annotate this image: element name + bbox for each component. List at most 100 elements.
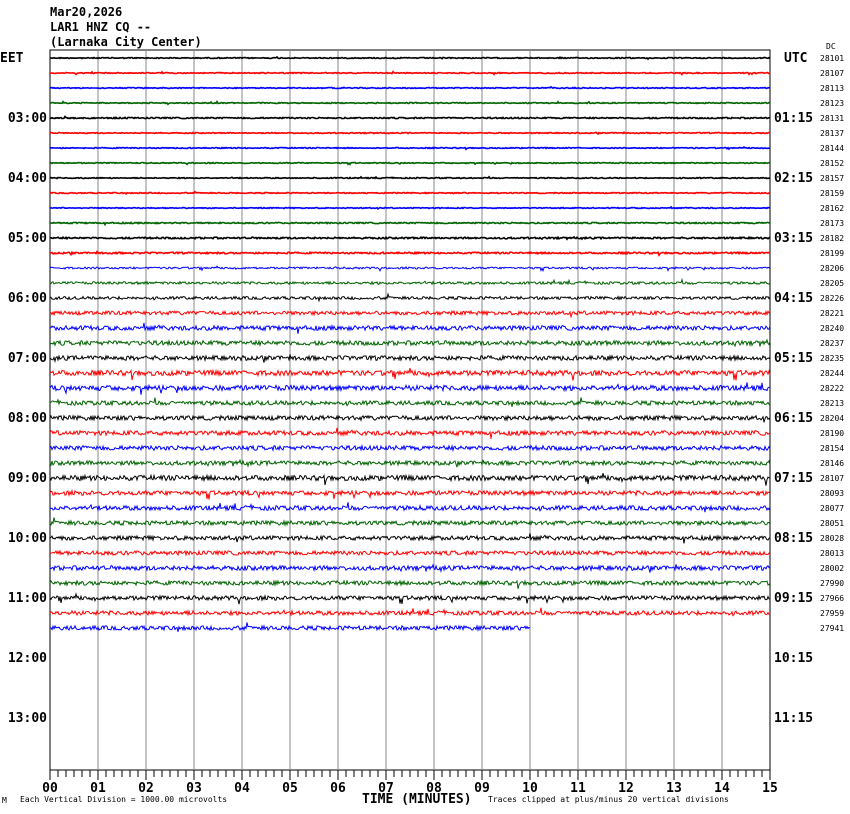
corner-mark: M <box>2 796 7 805</box>
dc-offset-label: 28222 <box>820 384 844 393</box>
dc-offset-label: 28190 <box>820 429 844 438</box>
utc-hour-label: 03:15 <box>774 231 813 246</box>
utc-hour-label: 06:15 <box>774 411 813 426</box>
dc-offset-label: 28002 <box>820 564 844 573</box>
trace-row-8 <box>49 175 771 180</box>
trace-row-10 <box>49 205 771 210</box>
trace-row-32 <box>49 533 771 544</box>
trace-row-33 <box>49 549 771 557</box>
trace-row-9 <box>49 190 771 196</box>
trace-row-3 <box>49 99 771 106</box>
trace-row-26 <box>49 443 771 453</box>
dc-offset-label: 28199 <box>820 249 844 258</box>
traces <box>49 55 771 633</box>
trace-row-15 <box>49 277 771 286</box>
x-tick-label: 03 <box>186 781 202 796</box>
eet-hour-label: 03:00 <box>8 111 47 126</box>
dc-offset-label: 28131 <box>820 114 844 123</box>
trace-row-12 <box>49 235 771 241</box>
utc-hour-label: 11:15 <box>774 711 813 726</box>
x-tick-label: 01 <box>90 781 106 796</box>
trace-row-1 <box>50 70 771 76</box>
trace-row-7 <box>49 161 771 166</box>
dc-offset-label: 28182 <box>820 234 844 243</box>
trace-row-34 <box>49 563 771 574</box>
dc-offset-label: 28144 <box>820 144 844 153</box>
dc-offset-label: 28244 <box>820 369 844 378</box>
trace-row-25 <box>49 427 771 439</box>
dc-offset-label: 28152 <box>820 159 844 168</box>
x-tick-label: 14 <box>714 781 730 796</box>
x-tick-label: 02 <box>138 781 154 796</box>
left-timezone: EET <box>0 51 24 66</box>
trace-row-17 <box>49 309 771 319</box>
trace-row-35 <box>49 579 771 589</box>
utc-hour-label: 10:15 <box>774 651 813 666</box>
dc-offset-label: 28240 <box>820 324 844 333</box>
eet-hour-label: 13:00 <box>8 711 47 726</box>
trace-row-21 <box>49 367 771 381</box>
dc-offset-label: 28235 <box>820 354 844 363</box>
eet-hour-label: 10:00 <box>8 531 47 546</box>
trace-row-31 <box>49 517 771 528</box>
x-tick-label: 05 <box>282 781 298 796</box>
trace-row-20 <box>49 353 771 364</box>
trace-row-29 <box>49 488 771 500</box>
dc-offset-label: 27941 <box>820 624 844 633</box>
eet-hour-label: 09:00 <box>8 471 47 486</box>
dc-offset-label: 28107 <box>820 69 844 78</box>
dc-offset-label: 28013 <box>820 549 844 558</box>
time-axis: 00 01 02 03 04 05 06 07 08 09 10 11 12 13 14 15 <box>42 770 778 796</box>
x-tick-label: 07 <box>378 781 394 796</box>
trace-row-37 <box>49 607 771 617</box>
plot-frame <box>49 49 771 771</box>
row-labels: 28101 28107 28113 28123 28131 28137 28144 28152… <box>8 54 844 726</box>
dc-offset-label: 27959 <box>820 609 844 618</box>
dc-offset-label: 28093 <box>820 489 844 498</box>
dc-offset-label: 28051 <box>820 519 844 528</box>
eet-hour-label: 11:00 <box>8 591 47 606</box>
utc-hour-label: 08:15 <box>774 531 813 546</box>
trace-row-28 <box>49 472 771 486</box>
x-tick-label: 09 <box>474 781 490 796</box>
trace-row-18 <box>49 322 771 334</box>
clip-note: Traces clipped at plus/minus 20 vertical… <box>488 795 729 804</box>
dc-offset-label: 28213 <box>820 399 844 408</box>
trace-row-30 <box>49 502 771 513</box>
eet-hour-label: 07:00 <box>8 351 47 366</box>
x-tick-label: 00 <box>42 781 58 796</box>
trace-row-14 <box>49 265 771 273</box>
x-tick-label: 12 <box>618 781 634 796</box>
x-tick-label: 08 <box>426 781 442 796</box>
trace-row-4 <box>49 115 771 120</box>
dc-offset-label: 28123 <box>820 99 844 108</box>
utc-hour-label: 02:15 <box>774 171 813 186</box>
trace-row-36 <box>49 592 771 605</box>
trace-row-22 <box>49 382 771 395</box>
dc-header: DC <box>826 42 836 51</box>
x-tick-label: 10 <box>522 781 538 796</box>
eet-hour-label: 05:00 <box>8 231 47 246</box>
x-tick-label: 15 <box>762 781 778 796</box>
dc-offset-label: 28028 <box>820 534 844 543</box>
trace-row-13 <box>49 250 770 257</box>
dc-offset-label: 28113 <box>820 84 844 93</box>
trace-row-2 <box>49 85 771 90</box>
eet-hour-label: 12:00 <box>8 651 47 666</box>
scale-note: Each Vertical Division = 1000.00 microvo… <box>20 795 227 804</box>
trace-row-24 <box>49 414 771 423</box>
dc-offset-label: 28173 <box>820 219 844 228</box>
utc-hour-label: 07:15 <box>774 471 813 486</box>
dc-offset-label: 27966 <box>820 594 844 603</box>
dc-offset-label: 28226 <box>820 294 844 303</box>
right-timezone: UTC <box>784 51 807 66</box>
station-code: LAR1 HNZ CQ -- <box>50 20 151 34</box>
x-tick-label: 11 <box>570 781 586 796</box>
trace-row-19 <box>49 338 771 348</box>
plot-date: Mar20,2026 <box>50 5 122 19</box>
eet-hour-label: 04:00 <box>8 171 47 186</box>
trace-row-0 <box>49 55 771 61</box>
dc-offset-label: 28237 <box>820 339 844 348</box>
dc-offset-label: 28154 <box>820 444 844 453</box>
eet-hour-label: 08:00 <box>8 411 47 426</box>
